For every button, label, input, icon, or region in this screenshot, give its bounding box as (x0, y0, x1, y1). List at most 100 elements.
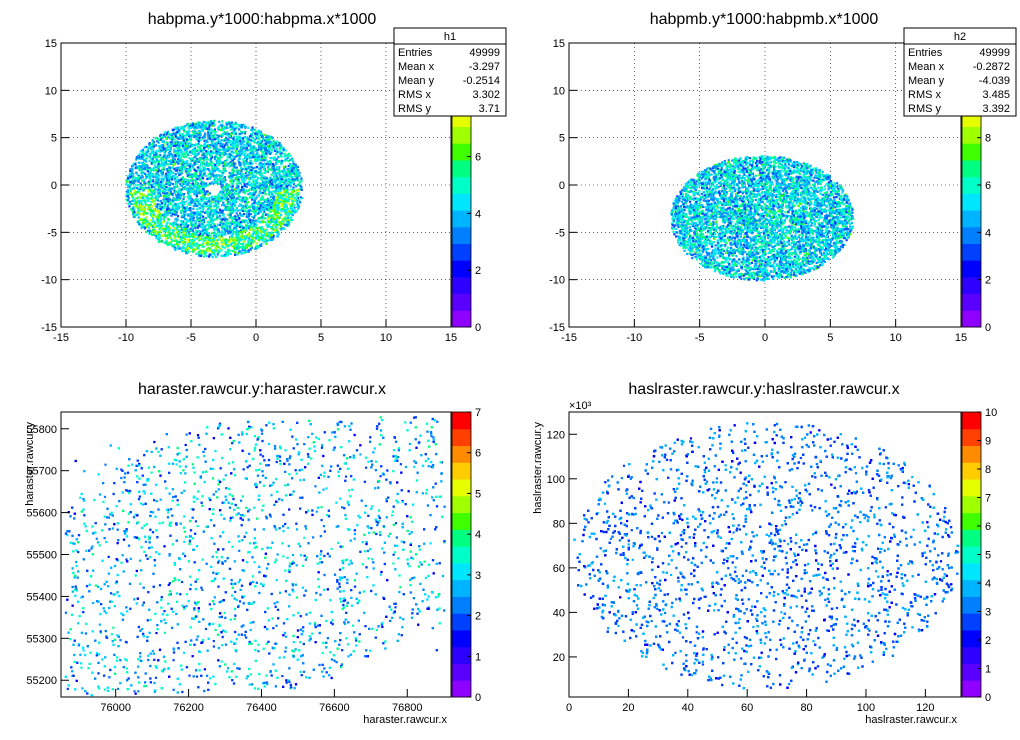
heatmap-cell (298, 188, 301, 191)
heatmap-cell (129, 190, 132, 193)
heatmap-cell (229, 228, 232, 231)
heatmap-cell (280, 179, 283, 182)
heatmap-cell (193, 249, 196, 252)
heatmap-cell (226, 198, 230, 201)
heatmap-cell (234, 177, 237, 180)
heatmap-cell (234, 193, 237, 196)
heatmap-cell (171, 244, 174, 248)
heatmap-cell (296, 195, 299, 198)
heatmap-cell (241, 213, 244, 217)
heatmap-cell (184, 186, 187, 189)
heatmap-cell (271, 201, 274, 204)
heatmap-cell (270, 227, 273, 230)
heatmap-cell (184, 232, 188, 235)
heatmap-cell (285, 199, 288, 202)
heatmap-cell (210, 167, 213, 170)
heatmap-cell (149, 212, 152, 215)
heatmap-cell (210, 200, 213, 203)
heatmap-cell (139, 193, 142, 196)
heatmap-cell (210, 139, 213, 142)
heatmap-cell (289, 164, 292, 167)
heatmap-cell (227, 193, 230, 196)
heatmap-cell (201, 234, 205, 237)
heatmap-cell (255, 153, 258, 156)
heatmap-cell (259, 228, 263, 231)
heatmap-cell (206, 223, 209, 226)
heatmap-cell (185, 178, 188, 181)
heatmap-cell (238, 191, 241, 194)
heatmap-cell (159, 200, 162, 203)
heatmap-cell (225, 205, 228, 208)
heatmap-cell (143, 217, 146, 220)
heatmap-cell (144, 186, 147, 189)
heatmap-cell (296, 200, 299, 203)
heatmap-cell (260, 133, 264, 136)
heatmap-cell (126, 177, 130, 180)
heatmap-cell (268, 147, 271, 150)
heatmap-cell (149, 157, 152, 160)
heatmap-cell (162, 133, 165, 136)
heatmap-cell (261, 165, 264, 169)
heatmap-cell (276, 226, 279, 230)
heatmap-cell (292, 193, 295, 196)
heatmap-cell (184, 125, 187, 128)
heatmap-cell (223, 195, 226, 198)
heatmap-cell (250, 166, 253, 169)
heatmap-cell (177, 136, 180, 139)
heatmap-cell (215, 233, 218, 237)
heatmap-cell (220, 139, 223, 142)
heatmap-cell (283, 168, 286, 171)
heatmap-cell (268, 140, 271, 143)
heatmap-cell (238, 128, 241, 131)
heatmap-cell (229, 238, 232, 241)
heatmap-cell (235, 150, 238, 153)
heatmap-cell (262, 220, 265, 223)
heatmap-cell (267, 178, 270, 181)
heatmap-cell (173, 213, 176, 216)
heatmap-cell (179, 148, 182, 151)
heatmap-cell (173, 174, 176, 177)
heatmap-cell (236, 252, 239, 255)
heatmap-cell (192, 241, 195, 244)
heatmap-cell (205, 254, 208, 257)
heatmap-cell (147, 193, 150, 196)
heatmap-cell (261, 228, 265, 231)
heatmap-cell (289, 168, 292, 171)
heatmap-cell (127, 191, 130, 194)
heatmap-cell (224, 225, 227, 228)
heatmap-cell (263, 191, 266, 194)
heatmap-cell (248, 173, 251, 176)
heatmap-cell (269, 206, 272, 209)
heatmap-cell (173, 227, 176, 230)
heatmap-cell (285, 179, 288, 182)
heatmap-cell (173, 148, 176, 151)
heatmap-cell (206, 208, 210, 211)
heatmap-cell (221, 132, 224, 136)
heatmap-cell (208, 253, 211, 256)
heatmap-cell (282, 222, 285, 226)
heatmap-cell (292, 160, 295, 163)
heatmap-cell (168, 150, 172, 153)
heatmap-cell (180, 202, 183, 205)
heatmap-cell (210, 152, 213, 155)
heatmap-cell (290, 169, 293, 172)
heatmap-cell (164, 149, 167, 153)
heatmap-cell (161, 201, 164, 205)
heatmap-cell (220, 209, 223, 212)
heatmap-cell (178, 179, 181, 182)
heatmap-cell (250, 193, 253, 197)
heatmap-cell (215, 212, 218, 215)
heatmap-cell (256, 149, 259, 152)
heatmap-cell (154, 205, 157, 208)
heatmap-cell (153, 229, 156, 232)
heatmap-cell (193, 240, 196, 243)
heatmap-cell (198, 239, 201, 242)
heatmap-cell (196, 182, 200, 185)
heatmap-cell (247, 241, 250, 244)
heatmap-cell (194, 232, 197, 235)
heatmap-cell (232, 131, 236, 134)
heatmap-cell (213, 165, 216, 168)
heatmap-cell (257, 208, 260, 212)
heatmap-cell (215, 155, 218, 159)
heatmap-cell (278, 177, 281, 180)
